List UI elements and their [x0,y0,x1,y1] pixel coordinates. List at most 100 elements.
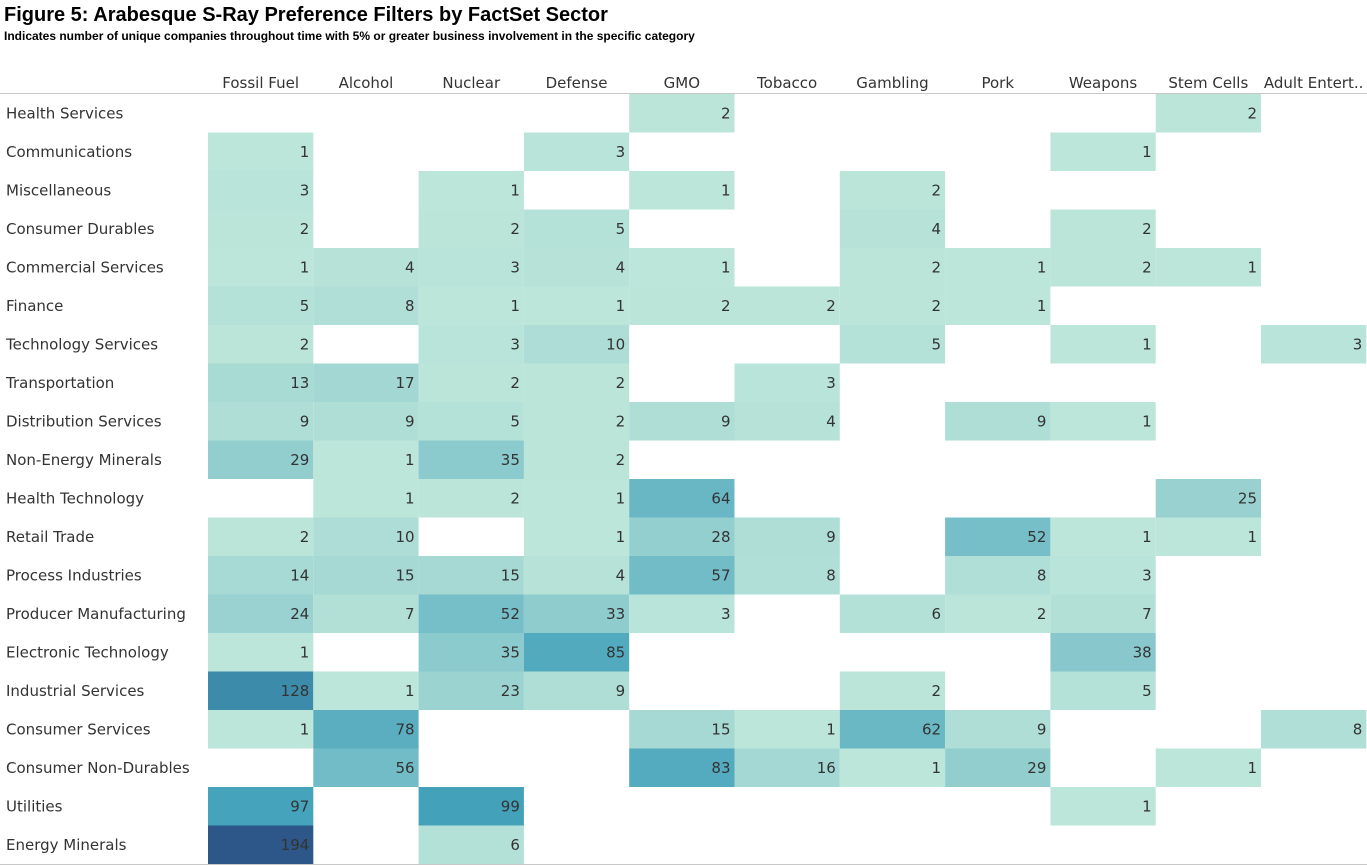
cell-value-producer-manufacturing-nuclear: 52 [501,605,520,623]
column-label-pork: Pork [981,74,1014,92]
cell-value-health-technology-stem-cells: 25 [1238,489,1257,507]
heatmap-cell-retail-trade-stem-cells [1155,517,1261,556]
cell-value-commercial-services-fossil-fuel: 1 [300,258,310,276]
heatmap-cell-health-services-gmo [629,94,735,133]
heatmap-cell-finance-gmo [629,286,735,325]
heatmap-cell-industrial-services-alcohol [313,671,419,710]
cell-value-distribution-services-alcohol: 9 [405,412,415,430]
cell-value-process-industries-nuclear: 15 [501,566,520,584]
heatmap-cell-consumer-non-durables-pork [945,748,1051,787]
heatmap-cell-producer-manufacturing-fossil-fuel [208,594,314,633]
cell-value-communications-defense: 3 [616,143,626,161]
heatmap-cell-producer-manufacturing-gmo [629,594,735,633]
cell-value-commercial-services-weapons: 2 [1142,258,1152,276]
cell-value-industrial-services-weapons: 5 [1142,682,1152,700]
cell-value-transportation-nuclear: 2 [510,374,520,392]
heatmap-cell-health-technology-gmo [629,479,735,518]
cell-value-finance-alcohol: 8 [405,297,415,315]
heatmap-cell-utilities-nuclear [418,787,524,826]
cell-value-retail-trade-fossil-fuel: 2 [300,528,310,546]
cell-value-consumer-services-alcohol: 78 [396,720,415,738]
cell-value-producer-manufacturing-weapons: 7 [1142,605,1152,623]
cell-value-commercial-services-alcohol: 4 [405,258,415,276]
heatmap-cells [208,94,1367,864]
row-label-distribution-services: Distribution Services [6,412,162,430]
row-label-process-industries: Process Industries [6,566,142,584]
heatmap-cell-electronic-technology-nuclear [418,633,524,672]
heatmap-cell-finance-tobacco [734,286,840,325]
heatmap-cell-producer-manufacturing-defense [523,594,630,633]
cell-value-health-technology-gmo: 64 [711,489,730,507]
heatmap-cell-commercial-services-gmo [629,248,735,287]
heatmap-cell-consumer-services-alcohol [313,710,419,749]
heatmap-cell-consumer-services-gambling [839,710,946,749]
heatmap-cell-commercial-services-weapons [1050,248,1156,287]
cell-value-consumer-services-pork: 9 [1037,720,1047,738]
cell-value-commercial-services-gmo: 1 [721,258,731,276]
row-label-electronic-technology: Electronic Technology [6,643,169,661]
heatmap-cell-communications-weapons [1050,132,1156,171]
cell-value-health-services-gmo: 2 [721,104,731,122]
cell-value-process-industries-tobacco: 8 [826,566,836,584]
heatmap-cell-finance-pork [945,286,1051,325]
row-label-utilities: Utilities [6,797,63,815]
heatmap-cell-retail-trade-fossil-fuel [208,517,314,556]
cell-value-health-services-stem-cells: 2 [1247,104,1257,122]
row-label-commercial-services: Commercial Services [6,258,164,276]
heatmap-cell-distribution-services-weapons [1050,402,1156,441]
cell-value-commercial-services-stem-cells: 1 [1247,258,1257,276]
cell-value-energy-minerals-fossil-fuel: 194 [281,836,310,854]
heatmap-cell-consumer-non-durables-gambling [839,748,946,787]
heatmap-cell-producer-manufacturing-nuclear [418,594,524,633]
cell-value-technology-services-adult-entert: 3 [1353,335,1363,353]
cell-value-technology-services-nuclear: 3 [510,335,520,353]
heatmap-cell-consumer-durables-defense [523,209,630,248]
column-label-nuclear: Nuclear [442,74,501,92]
cell-value-utilities-fossil-fuel: 97 [290,797,309,815]
heatmap-cell-commercial-services-defense [523,248,630,287]
cell-value-commercial-services-defense: 4 [616,258,626,276]
cell-value-producer-manufacturing-fossil-fuel: 24 [290,605,309,623]
cell-value-retail-trade-pork: 52 [1027,528,1046,546]
cell-value-retail-trade-gmo: 28 [711,528,730,546]
cell-value-consumer-non-durables-pork: 29 [1027,759,1046,777]
cell-value-energy-minerals-nuclear: 6 [510,836,520,854]
cell-value-retail-trade-defense: 1 [616,528,626,546]
row-label-producer-manufacturing: Producer Manufacturing [6,605,186,623]
cell-value-process-industries-gmo: 57 [711,566,730,584]
heatmap-cell-energy-minerals-fossil-fuel [208,825,314,864]
row-label-consumer-services: Consumer Services [6,720,151,738]
cell-value-transportation-fossil-fuel: 13 [290,374,309,392]
heatmap-cell-commercial-services-stem-cells [1155,248,1261,287]
chart-subtitle: Indicates number of unique companies thr… [4,29,695,43]
column-label-adult-entert: Adult Entert.. [1264,74,1364,92]
column-label-tobacco: Tobacco [756,74,817,92]
cell-value-producer-manufacturing-gambling: 6 [932,605,942,623]
cell-value-producer-manufacturing-alcohol: 7 [405,605,415,623]
cell-value-process-industries-defense: 4 [616,566,626,584]
heatmap-cell-communications-defense [523,132,630,171]
heatmap-cell-technology-services-fossil-fuel [208,325,314,364]
heatmap-cell-non-energy-minerals-nuclear [418,440,524,479]
cell-value-consumer-non-durables-stem-cells: 1 [1247,759,1257,777]
heatmap-cell-electronic-technology-defense [523,633,630,672]
row-label-non-energy-minerals: Non-Energy Minerals [6,451,162,469]
heatmap-cell-utilities-weapons [1050,787,1156,826]
heatmap-cell-technology-services-defense [523,325,630,364]
cell-value-distribution-services-weapons: 1 [1142,412,1152,430]
row-label-health-services: Health Services [6,104,123,122]
row-label-energy-minerals: Energy Minerals [6,836,127,854]
heatmap-cell-distribution-services-alcohol [313,402,419,441]
cell-value-health-technology-alcohol: 1 [405,489,415,507]
heatmap-cell-process-industries-nuclear [418,556,524,595]
heatmap-cell-consumer-durables-nuclear [418,209,524,248]
row-label-technology-services: Technology Services [5,335,158,353]
cell-value-process-industries-fossil-fuel: 14 [290,566,309,584]
heatmap-cell-transportation-tobacco [734,363,840,402]
heatmap-cell-retail-trade-alcohol [313,517,419,556]
cell-value-distribution-services-pork: 9 [1037,412,1047,430]
heatmap-cell-consumer-non-durables-tobacco [734,748,840,787]
heatmap-cell-producer-manufacturing-gambling [839,594,946,633]
heatmap-cell-consumer-services-fossil-fuel [208,710,314,749]
